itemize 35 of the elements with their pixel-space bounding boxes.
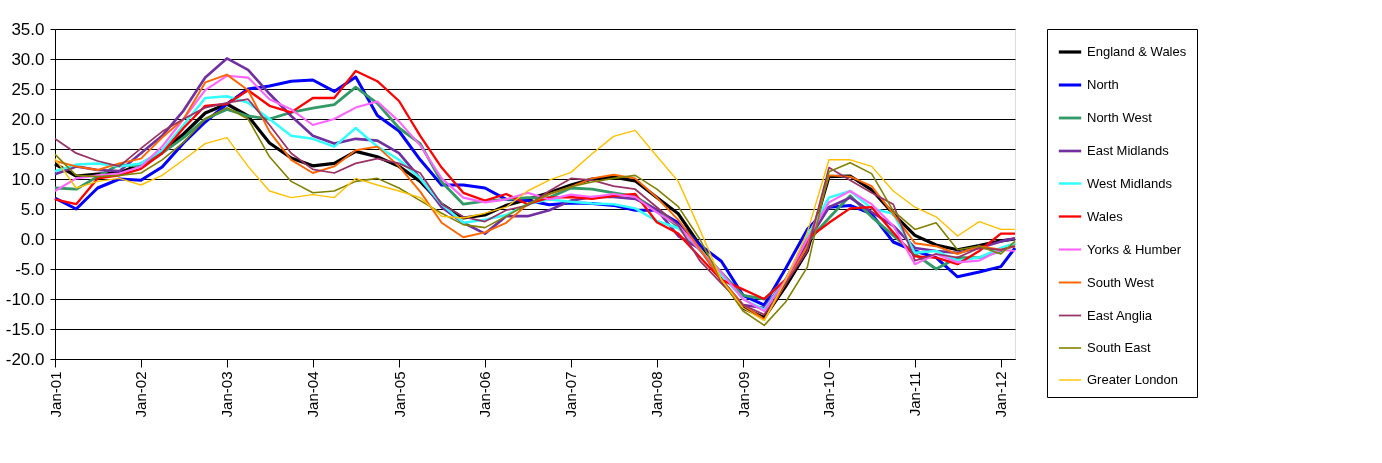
y-tick-label: 30.0 (11, 49, 45, 69)
x-tick-label: Jan-01 (46, 371, 64, 418)
y-tick-label: -5.0 (15, 259, 45, 279)
legend-label: South West (1087, 274, 1155, 290)
legend-label: Greater London (1087, 372, 1179, 387)
legend-label: Yorks & Humber (1087, 241, 1182, 257)
legend-label: North (1087, 77, 1119, 92)
legend-label: North West (1087, 110, 1153, 125)
x-tick-label: Jan-08 (648, 371, 666, 418)
y-tick-label: 0.0 (20, 229, 45, 249)
x-tick-label: Jan-07 (562, 371, 580, 418)
x-tick-label: Jan-10 (820, 371, 838, 418)
y-tick-label: 25.0 (11, 79, 45, 99)
y-tick-label: 15.0 (11, 139, 45, 159)
legend-label: South East (1087, 340, 1151, 355)
y-tick-label: 35.0 (11, 19, 45, 39)
y-tick-label: -15.0 (5, 319, 45, 339)
y-tick-label: 5.0 (20, 199, 45, 219)
x-tick-label: Jan-09 (734, 371, 752, 418)
x-tick-label: Jan-04 (304, 371, 322, 418)
x-tick-label: Jan-11 (906, 371, 924, 417)
legend-label: Wales (1087, 208, 1124, 224)
x-tick-label: Jan-12 (992, 371, 1010, 418)
y-tick-label: 10.0 (11, 169, 45, 189)
legend-label: England & Wales (1087, 44, 1187, 59)
x-tick-label: Jan-02 (132, 371, 150, 418)
legend-label: East Midlands (1087, 143, 1170, 158)
y-tick-label: -20.0 (5, 349, 45, 369)
x-tick-label: Jan-06 (476, 371, 494, 418)
y-tick-label: -10.0 (5, 289, 45, 309)
x-tick-label: Jan-03 (218, 371, 236, 418)
x-tick-label: Jan-05 (390, 371, 408, 418)
legend-label: West Midlands (1087, 175, 1173, 191)
legend-label: East Anglia (1087, 307, 1153, 323)
y-tick-label: 20.0 (11, 109, 45, 129)
